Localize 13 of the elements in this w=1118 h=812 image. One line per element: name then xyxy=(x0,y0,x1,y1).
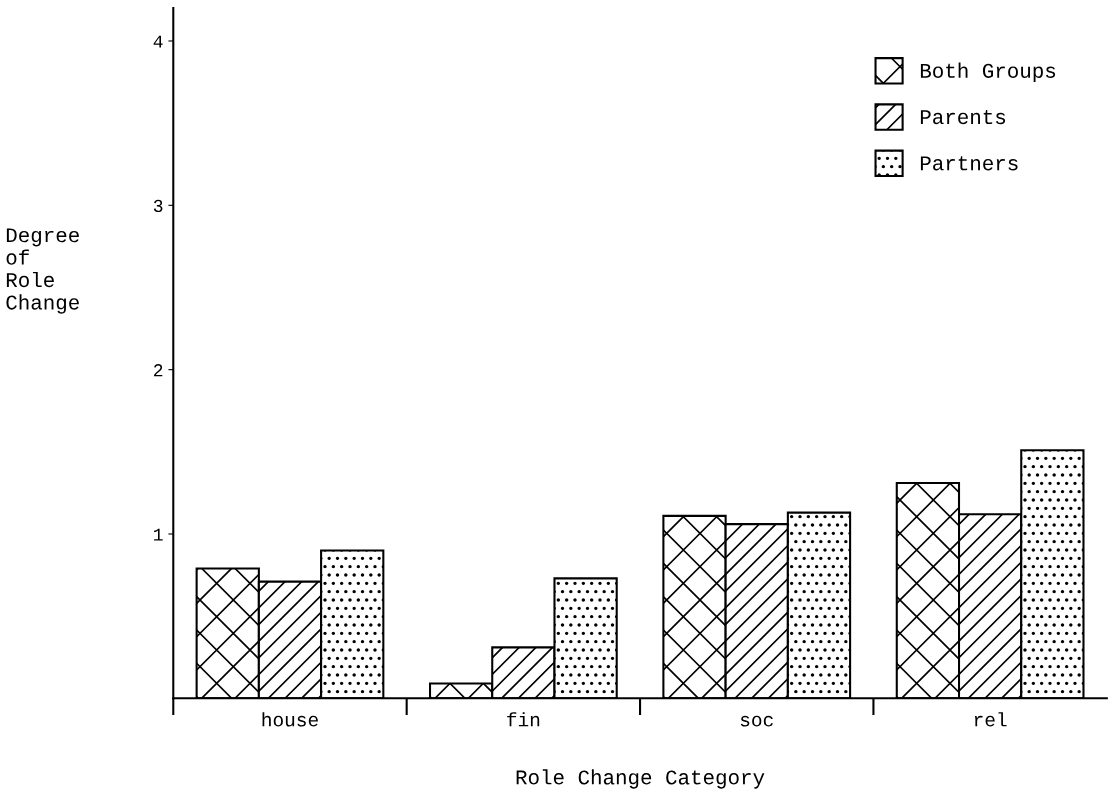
legend-label: Both Groups xyxy=(920,62,1056,83)
x-tick-label: house xyxy=(262,712,318,727)
x-tick-label: soc xyxy=(740,715,773,727)
legend-label: Partners xyxy=(920,156,1018,171)
y-tick-label: 2 xyxy=(154,364,163,377)
y-tick-label: 3 xyxy=(153,199,163,213)
legend-label: Parents xyxy=(920,110,1006,125)
x-axis-title: Role Change Category xyxy=(516,769,765,789)
y-tick-label: 1 xyxy=(154,528,163,541)
x-tick-label: fin xyxy=(507,712,540,727)
y-axis-title: Degree of Role Change xyxy=(6,228,79,314)
y-tick-label: 4 xyxy=(153,35,163,48)
x-tick-label: rel xyxy=(974,712,1007,727)
